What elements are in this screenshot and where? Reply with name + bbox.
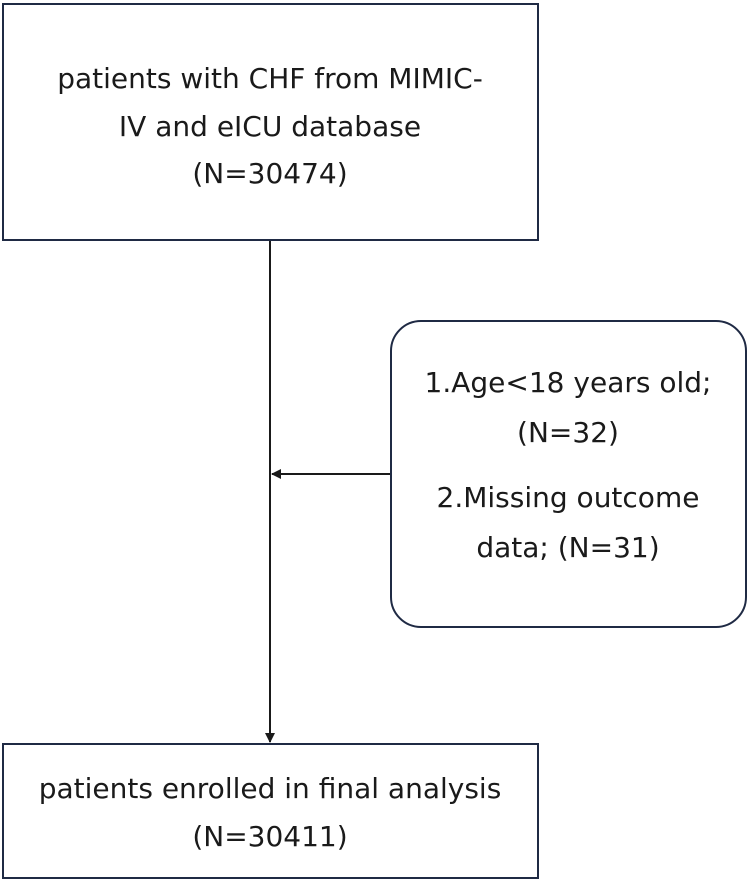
node-text: patients with CHF from MIMIC- xyxy=(57,62,483,95)
node-text: (N=30474) xyxy=(192,157,347,190)
final-box xyxy=(2,743,539,879)
node-text: 2.Missing outcome xyxy=(437,481,700,514)
node-text: IV and eICU database xyxy=(119,110,421,143)
node-text: 1.Age<18 years old; xyxy=(425,366,712,399)
source-box xyxy=(2,3,539,241)
node-text: (N=30411) xyxy=(192,820,347,853)
node-text: patients enrolled in final analysis xyxy=(39,772,502,805)
exclusion-box xyxy=(390,320,747,628)
node-text: (N=32) xyxy=(517,416,619,449)
node-text: data; (N=31) xyxy=(476,531,659,564)
